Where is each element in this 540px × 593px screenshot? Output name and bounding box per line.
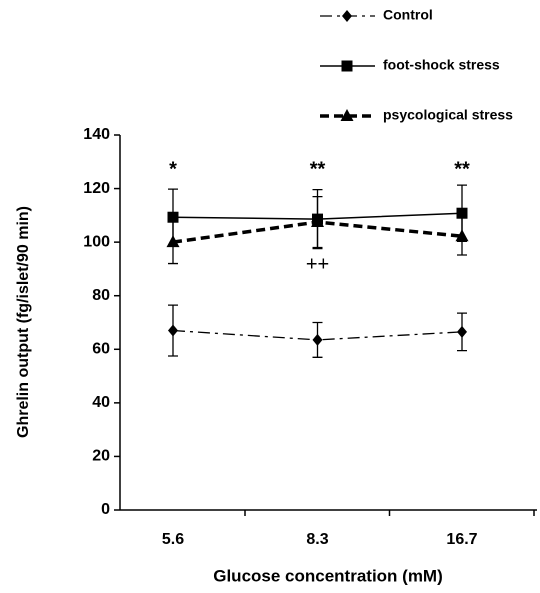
marker (456, 207, 468, 219)
x-tick-label: 5.6 (162, 531, 184, 548)
y-tick-label: 140 (83, 126, 110, 143)
y-tick-label: 80 (92, 287, 110, 304)
x-axis-label: Glucose concentration (mM) (213, 566, 443, 585)
y-tick-label: 100 (83, 233, 110, 250)
annotation: ++ (306, 253, 329, 275)
marker (341, 60, 353, 72)
marker (168, 324, 178, 337)
y-tick-label: 120 (83, 180, 110, 197)
x-tick-label: 8.3 (306, 531, 328, 548)
marker (457, 325, 467, 338)
marker (166, 235, 180, 248)
y-tick-label: 20 (92, 448, 110, 465)
marker (167, 211, 179, 223)
annotation: ** (454, 158, 470, 180)
legend-label: foot-shock stress (383, 57, 500, 73)
annotation: * (169, 158, 177, 180)
annotation: ** (310, 158, 326, 180)
y-tick-label: 40 (92, 394, 110, 411)
y-tick-label: 0 (101, 501, 110, 518)
marker (455, 229, 469, 242)
y-axis-label: Ghrelin output (fg/islet/90 min) (15, 206, 32, 438)
marker (312, 333, 323, 346)
marker (340, 109, 354, 121)
legend-label: psycological stress (383, 107, 513, 123)
y-tick-label: 60 (92, 341, 110, 358)
legend-label: Control (383, 7, 433, 23)
marker (342, 10, 352, 22)
marker (311, 215, 324, 228)
x-tick-label: 16.7 (446, 531, 477, 548)
